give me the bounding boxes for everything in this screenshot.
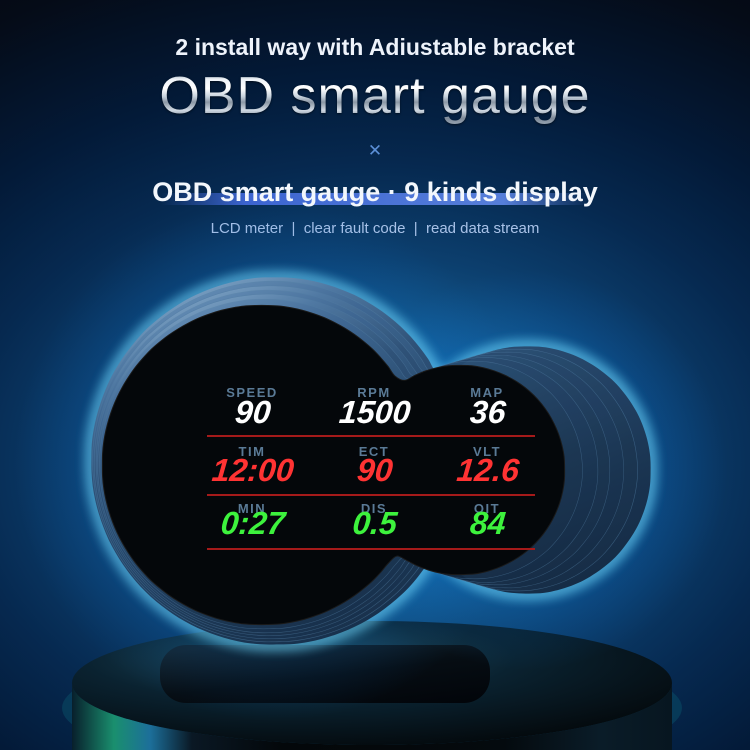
svg-text:0.5: 0.5 xyxy=(351,505,400,541)
svg-text:90: 90 xyxy=(356,452,395,488)
svg-text:0:27: 0:27 xyxy=(219,505,288,541)
svg-text:12:00: 12:00 xyxy=(210,452,295,488)
svg-text:12.6: 12.6 xyxy=(455,452,521,488)
svg-text:90: 90 xyxy=(234,394,273,430)
svg-text:36: 36 xyxy=(469,394,508,430)
svg-text:1500: 1500 xyxy=(338,394,412,430)
svg-text:84: 84 xyxy=(469,505,508,541)
